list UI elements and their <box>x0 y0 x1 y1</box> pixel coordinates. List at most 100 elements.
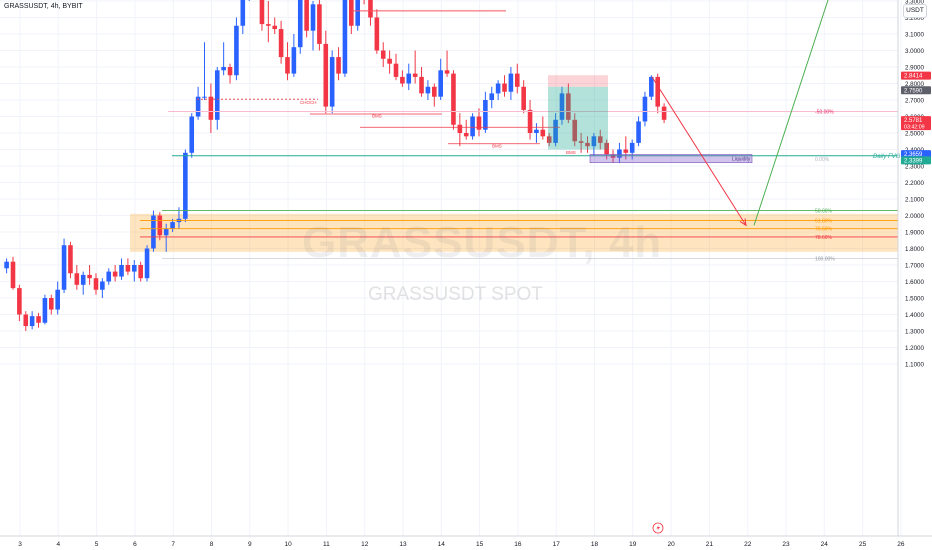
candle-body[interactable] <box>419 76 424 94</box>
candle-body[interactable] <box>234 25 239 76</box>
candle-body[interactable] <box>432 86 437 97</box>
candle-body[interactable] <box>163 228 169 236</box>
candle-body[interactable] <box>112 271 118 277</box>
candle-body[interactable] <box>49 298 54 310</box>
candle-body[interactable] <box>655 76 661 107</box>
candle-body[interactable] <box>514 73 520 87</box>
candle-body[interactable] <box>534 129 539 133</box>
candle-body[interactable] <box>17 288 22 315</box>
candle-body[interactable] <box>368 0 373 18</box>
candle-body[interactable] <box>623 149 629 153</box>
candle-body[interactable] <box>183 152 188 219</box>
candle-body[interactable] <box>323 43 329 107</box>
candle-body[interactable] <box>527 109 533 133</box>
candle-body[interactable] <box>636 121 641 143</box>
candle-body[interactable] <box>221 67 226 71</box>
candle-body[interactable] <box>349 0 354 26</box>
candle-body[interactable] <box>29 316 35 327</box>
candle-body[interactable] <box>68 245 73 274</box>
candle-body[interactable] <box>291 47 297 74</box>
candle-body[interactable] <box>546 136 552 143</box>
candle-body[interactable] <box>489 93 495 100</box>
candle-body[interactable] <box>400 76 405 84</box>
candle-body[interactable] <box>559 93 565 120</box>
candle-body[interactable] <box>355 0 360 26</box>
candle-body[interactable] <box>87 274 92 279</box>
candle-body[interactable] <box>227 67 233 76</box>
candle-body[interactable] <box>55 289 60 310</box>
candle-body[interactable] <box>317 4 322 44</box>
candle-body[interactable] <box>438 70 443 97</box>
candle-body[interactable] <box>508 73 514 92</box>
candle-body[interactable] <box>297 0 303 48</box>
candle-body[interactable] <box>387 58 392 64</box>
candle-body[interactable] <box>189 116 195 153</box>
candle-body[interactable] <box>100 281 105 290</box>
price-axis[interactable]: 1.1000 1.2000 1.3000 1.4000 1.5000 1.6000 1.70… <box>897 0 924 536</box>
candle-body[interactable] <box>4 261 9 269</box>
lightning-icon[interactable] <box>652 522 664 534</box>
candle-body[interactable] <box>151 215 156 249</box>
candle-body[interactable] <box>451 73 456 125</box>
candle-body[interactable] <box>444 70 450 74</box>
candle-body[interactable] <box>157 215 163 236</box>
candle-body[interactable] <box>170 222 175 229</box>
candle-body[interactable] <box>310 4 316 31</box>
candle-body[interactable] <box>585 142 590 147</box>
candle-body[interactable] <box>540 129 546 137</box>
candles[interactable] <box>4 0 667 331</box>
candle-body[interactable] <box>591 136 597 147</box>
projection-up-arrow[interactable] <box>753 0 864 226</box>
candle-body[interactable] <box>642 96 648 122</box>
candle-body[interactable] <box>502 83 507 92</box>
candle-body[interactable] <box>521 86 526 110</box>
candle-body[interactable] <box>106 271 112 282</box>
candle-body[interactable] <box>572 119 578 142</box>
candle-body[interactable] <box>393 63 399 77</box>
candle-body[interactable] <box>119 265 124 277</box>
drawings[interactable]: CHOCH BMS BMS BMS Daily FVG -50.00% 50.00% 61.8… <box>140 0 901 534</box>
candle-body[interactable] <box>629 142 635 153</box>
candle-body[interactable] <box>463 133 469 137</box>
candle-body[interactable] <box>425 86 431 94</box>
candle-body[interactable] <box>578 141 584 143</box>
candle-body[interactable] <box>266 24 271 26</box>
candle-body[interactable] <box>329 57 335 107</box>
candle-body[interactable] <box>214 70 220 120</box>
position-target-zone[interactable] <box>548 86 608 150</box>
candle-body[interactable] <box>476 116 482 130</box>
candle-body[interactable] <box>336 57 341 74</box>
candle-body[interactable] <box>74 273 80 285</box>
candle-body[interactable] <box>617 149 622 158</box>
candle-body[interactable] <box>144 248 150 279</box>
candle-body[interactable] <box>125 265 131 272</box>
projection-down-arrow[interactable] <box>651 76 747 226</box>
position-stop-zone[interactable] <box>548 75 608 87</box>
candle-body[interactable] <box>93 278 99 290</box>
candle-body[interactable] <box>23 314 29 327</box>
candle-body[interactable] <box>36 316 41 323</box>
candle-body[interactable] <box>553 119 558 143</box>
candle-body[interactable] <box>138 265 143 279</box>
candle-body[interactable] <box>661 106 667 120</box>
candle-body[interactable] <box>278 29 284 58</box>
candle-body[interactable] <box>42 298 48 323</box>
candle-body[interactable] <box>195 96 201 117</box>
candle-body[interactable] <box>342 0 348 74</box>
candle-body[interactable] <box>374 17 380 51</box>
candle-body[interactable] <box>649 76 654 97</box>
candle-body[interactable] <box>131 265 137 272</box>
candle-body[interactable] <box>412 73 418 77</box>
candle-body[interactable] <box>240 0 246 26</box>
candle-body[interactable] <box>566 93 571 120</box>
candle-body[interactable] <box>272 25 278 30</box>
candle-body[interactable] <box>259 0 265 25</box>
candle-body[interactable] <box>304 0 309 31</box>
candle-body[interactable] <box>597 136 603 143</box>
liquidity-box[interactable] <box>589 154 753 163</box>
candle-body[interactable] <box>406 73 412 84</box>
candle-body[interactable] <box>208 96 214 120</box>
candle-body[interactable] <box>285 57 290 74</box>
candle-body[interactable] <box>483 100 488 130</box>
